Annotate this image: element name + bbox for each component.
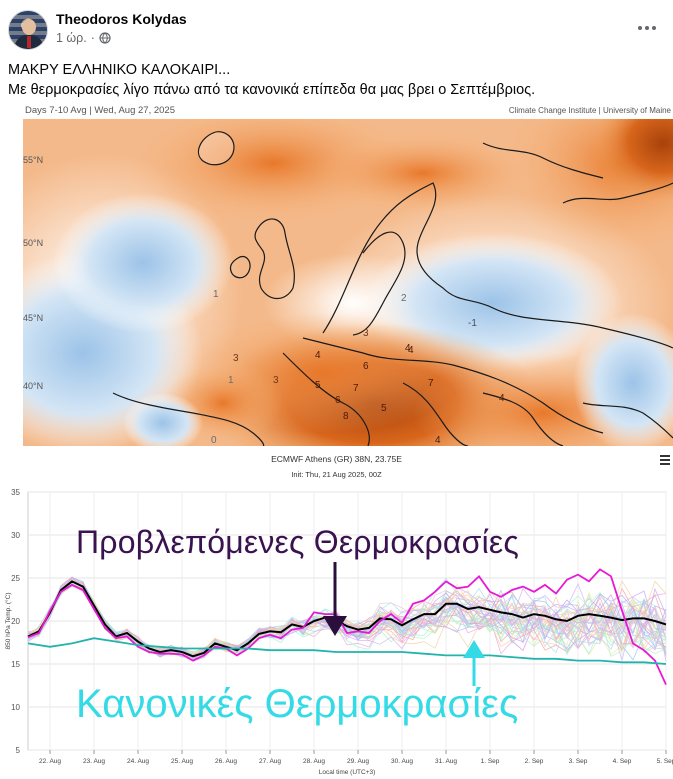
forecast-overlay-text: Προβλεπόμενες Θερμοκρασίες	[76, 524, 519, 560]
post-time[interactable]: 1 ώρ.	[56, 31, 87, 45]
x-tick-label: 1. Sep	[481, 758, 500, 765]
chart-svg: 5 10 15 20 25 30 35 22. Aug 23. Aug 24. Aug 25. Au…	[4, 488, 673, 776]
anomaly-number: 7	[353, 383, 359, 394]
author-name[interactable]: Theodoros Kolydas	[56, 11, 187, 27]
y-tick-label: 20	[11, 617, 20, 626]
x-axis-label: Local time (UTC+3)	[319, 769, 376, 776]
anomaly-number: 6	[335, 395, 341, 406]
ensemble-chart[interactable]: 5 10 15 20 25 30 35 22. Aug 23. Aug 24. Aug 25. Au…	[0, 446, 673, 779]
avatar-tie	[27, 36, 31, 48]
anomaly-number: 4	[405, 343, 411, 354]
x-tick-label: 29. Aug	[347, 758, 369, 765]
anomaly-number: 7	[428, 378, 434, 389]
y-tick-label: 35	[11, 488, 20, 497]
anomaly-number: 1	[228, 375, 234, 386]
map-labels: 55°N 50°N 45°N 40°N 4 5 6 7 8 6 5 4 7 4 …	[23, 155, 505, 446]
anomaly-number: 3	[363, 328, 369, 339]
ensemble-member-line	[27, 579, 667, 656]
x-tick-label: 4. Sep	[613, 758, 632, 765]
normal-series-line	[27, 637, 667, 665]
lat-label: 50°N	[23, 238, 43, 248]
lat-label: 45°N	[23, 313, 43, 323]
avatar-face	[22, 19, 36, 35]
post-meta: 1 ώρ. ·	[56, 31, 111, 45]
map-drawing	[23, 103, 673, 446]
hamburger-icon[interactable]	[660, 454, 670, 465]
post-text-line-2: Με θερμοκρασίες λίγο πάνω από τα κανονικ…	[8, 82, 536, 98]
normal-arrow-head	[463, 640, 485, 658]
anomaly-number: 3	[233, 353, 239, 364]
lat-label: 55°N	[23, 155, 43, 165]
mean-series-line	[27, 580, 667, 658]
anomaly-number: 4	[408, 345, 414, 356]
x-tick-label: 2. Sep	[525, 758, 544, 765]
x-tick-label: 28. Aug	[303, 758, 325, 765]
y-axis-label: 850 hPa Temp. (°C)	[4, 592, 12, 649]
post-text: ΜΑΚΡΥ ΕΛΛΗΝΙΚΟ ΚΑΛΟΚΑΙΡΙ... Με θερμοκρασ…	[8, 60, 663, 100]
meta-separator: ·	[90, 31, 95, 45]
x-tick-label: 3. Sep	[569, 758, 588, 765]
chart-init: Init: Thu, 21 Aug 2025, 00Z	[291, 470, 382, 479]
temperature-anomaly-map[interactable]: 55°N 50°N 45°N 40°N 4 5 6 7 8 6 5 4 7 4 …	[23, 103, 673, 446]
anomaly-number: 6	[363, 361, 369, 372]
x-tick-label: 31. Aug	[435, 758, 457, 765]
anomaly-number: 1	[213, 289, 219, 300]
x-tick-label: 30. Aug	[391, 758, 413, 765]
y-tick-label: 25	[11, 574, 20, 583]
x-tick-label: 23. Aug	[83, 758, 105, 765]
x-tick-label: 22. Aug	[39, 758, 61, 765]
x-tick-label: 25. Aug	[171, 758, 193, 765]
post-text-line-1: ΜΑΚΡΥ ΕΛΛΗΝΙΚΟ ΚΑΛΟΚΑΙΡΙ...	[8, 62, 231, 78]
lat-label: 40°N	[23, 381, 43, 391]
control-series-line	[27, 568, 667, 685]
y-tick-label: 10	[11, 703, 20, 712]
more-dots-icon[interactable]	[635, 16, 659, 40]
post-header: Theodoros Kolydas 1 ώρ. ·	[0, 0, 673, 54]
y-tick-label: 5	[16, 746, 21, 755]
x-tick-label: 27. Aug	[259, 758, 281, 765]
x-tick-label: 5. Sep	[657, 758, 673, 765]
anomaly-number: 3	[273, 375, 279, 386]
x-tick-label: 24. Aug	[127, 758, 149, 765]
anomaly-number: 0	[211, 435, 217, 446]
anomaly-number: -1	[468, 318, 477, 329]
map-header-left: Days 7-10 Avg | Wed, Aug 27, 2025	[25, 105, 175, 116]
anomaly-number: 4	[315, 350, 321, 361]
y-tick-label: 30	[11, 531, 20, 540]
ensemble-member-line	[27, 577, 667, 656]
chart-title: ECMWF Athens (GR) 38N, 23.75E	[271, 454, 402, 464]
anomaly-number: 8	[343, 411, 349, 422]
anomaly-number: 5	[315, 380, 321, 391]
map-header: Days 7-10 Avg | Wed, Aug 27, 2025 Climat…	[23, 103, 673, 119]
avatar[interactable]	[8, 10, 48, 50]
anomaly-number: 4	[499, 393, 505, 404]
x-tick-label: 26. Aug	[215, 758, 237, 765]
map-header-right: Climate Change Institute | University of…	[508, 106, 671, 115]
anomaly-number: 2	[401, 293, 407, 304]
anomaly-number: 4	[435, 435, 441, 446]
y-tick-label: 15	[11, 660, 20, 669]
ensemble-member-line	[27, 577, 667, 657]
normal-overlay-text: Κανονικές Θερμοκρασίες	[76, 682, 519, 726]
anomaly-number: 5	[381, 403, 387, 414]
forecast-arrow-head	[323, 616, 347, 636]
globe-icon[interactable]	[99, 32, 111, 44]
